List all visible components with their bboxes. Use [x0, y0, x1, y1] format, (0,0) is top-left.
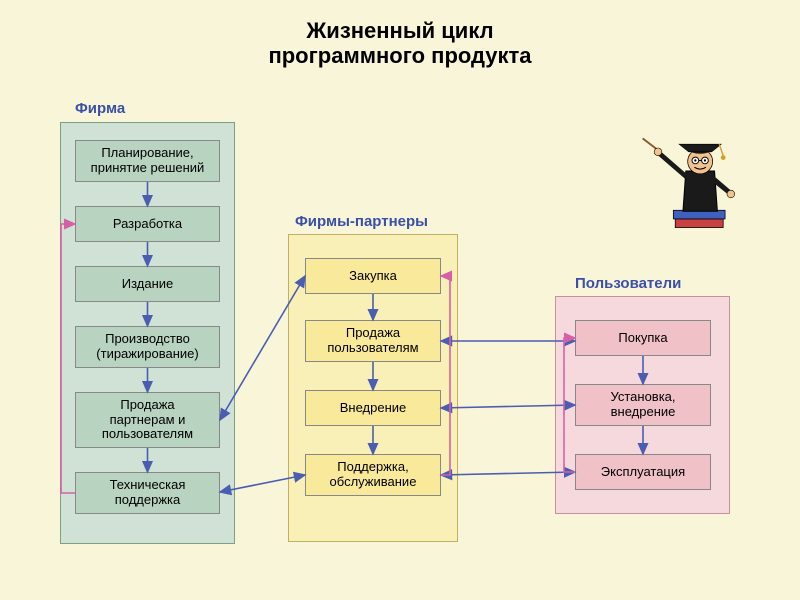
- step-firm-2: Издание: [75, 266, 220, 302]
- title-line-2: программного продукта: [0, 43, 800, 68]
- step-firm-0: Планирование,принятие решений: [75, 140, 220, 182]
- step-firm-3: Производство(тиражирование): [75, 326, 220, 368]
- step-firm-4: Продажапартнерам ипользователям: [75, 392, 220, 448]
- column-label-firm: Фирма: [75, 100, 125, 117]
- step-partners-2: Внедрение: [305, 390, 441, 426]
- step-partners-1: Продажапользователям: [305, 320, 441, 362]
- graduate-icon: [635, 125, 750, 240]
- column-label-partners: Фирмы-партнеры: [295, 213, 428, 230]
- step-users-1: Установка,внедрение: [575, 384, 711, 426]
- step-firm-1: Разработка: [75, 206, 220, 242]
- step-firm-5: Техническаяподдержка: [75, 472, 220, 514]
- step-partners-0: Закупка: [305, 258, 441, 294]
- page-title: Жизненный цикл программного продукта: [0, 0, 800, 69]
- step-users-2: Эксплуатация: [575, 454, 711, 490]
- column-label-users: Пользователи: [575, 275, 681, 292]
- step-users-0: Покупка: [575, 320, 711, 356]
- step-partners-3: Поддержка,обслуживание: [305, 454, 441, 496]
- title-line-1: Жизненный цикл: [0, 18, 800, 43]
